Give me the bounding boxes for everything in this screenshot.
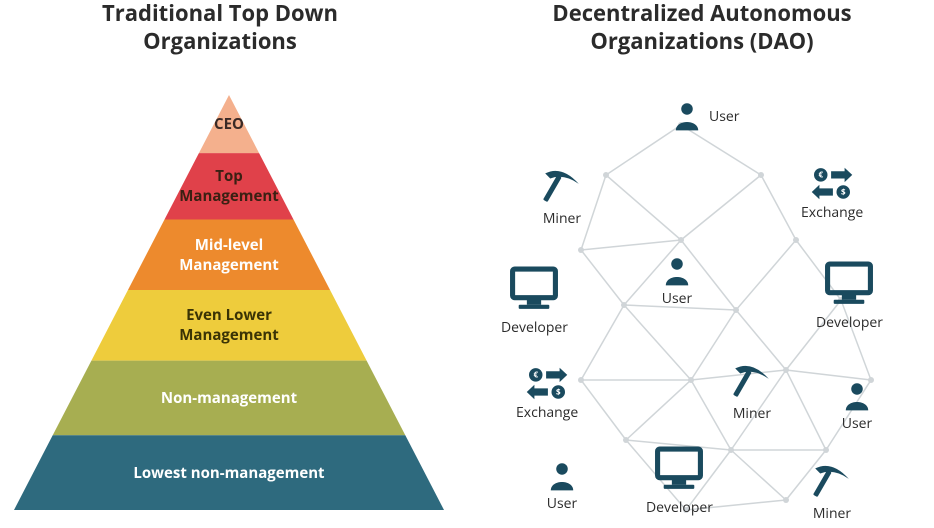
exchange-icon: € $ (808, 165, 856, 201)
network-node-miner: Miner (811, 460, 853, 523)
network-node-user: User (841, 380, 873, 433)
network-node-user: User (546, 460, 578, 513)
pyramid-band-label: Lowest non-management (14, 463, 444, 483)
miner-icon (811, 460, 853, 502)
pyramid-band-label: Top Management (14, 166, 444, 206)
network-node-label: User (547, 494, 577, 513)
network-node-label: Exchange (516, 403, 578, 422)
network-node-label: Miner (733, 404, 771, 423)
pyramid-diagram: CEO Top Management Mid-level Management Eve… (14, 95, 444, 510)
exchange-icon: € $ (523, 365, 571, 401)
network-node-label: User (842, 414, 872, 433)
dao-network-diagram: User Miner € $ Exchange Developer User D… (486, 80, 926, 520)
user-icon (661, 255, 693, 287)
miner-icon (541, 165, 583, 207)
pyramid-band-label: Even Lower Management (14, 305, 444, 345)
left-title: Traditional Top Down Organizations (0, 0, 440, 55)
svg-text:$: $ (841, 187, 846, 198)
network-node-label: User (709, 107, 739, 126)
developer-icon (504, 265, 564, 316)
developer-icon (649, 445, 709, 496)
svg-text:$: $ (556, 387, 561, 398)
network-node-label: Developer (501, 318, 568, 337)
network-node-label: User (662, 289, 692, 308)
user-icon (841, 380, 873, 412)
developer-icon (819, 260, 879, 311)
right-title: Decentralized Autonomous Organizations (… (470, 0, 934, 55)
network-node-label: Miner (813, 504, 851, 523)
network-node-exchange: € $ Exchange (801, 165, 863, 222)
network-node-miner: Miner (541, 165, 583, 228)
pyramid-band-label: Mid-level Management (14, 235, 444, 275)
user-icon (546, 460, 578, 492)
network-node-developer: Developer (816, 260, 883, 332)
network-node-exchange: € $ Exchange (516, 365, 578, 422)
network-node-label: Developer (816, 313, 883, 332)
svg-text:€: € (534, 370, 539, 381)
network-node-label: Developer (646, 498, 713, 517)
user-icon (671, 100, 703, 132)
network-node-label: Exchange (801, 203, 863, 222)
network-node-developer: Developer (501, 265, 568, 337)
network-node-developer: Developer (646, 445, 713, 517)
network-node-user: User (671, 100, 739, 132)
network-node-miner: Miner (731, 360, 773, 423)
network-node-user: User (661, 255, 693, 308)
network-node-label: Miner (543, 209, 581, 228)
pyramid-band-label: CEO (14, 114, 444, 134)
miner-icon (731, 360, 773, 402)
pyramid-band-label: Non-management (14, 388, 444, 408)
svg-text:€: € (819, 170, 824, 181)
